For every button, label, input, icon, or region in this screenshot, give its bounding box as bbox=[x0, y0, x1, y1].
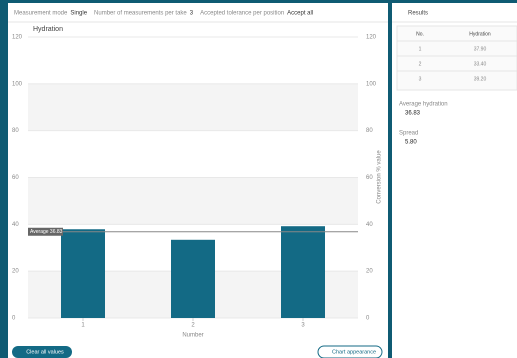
y2-tick-label: 40 bbox=[366, 222, 373, 228]
y2-tick-label: 60 bbox=[366, 175, 373, 181]
header-value: 3 bbox=[190, 11, 194, 17]
header-value: Accept all bbox=[287, 11, 313, 17]
results-title: Results bbox=[408, 11, 428, 17]
y-tick-label: 40 bbox=[12, 222, 19, 228]
y2-tick-label: 120 bbox=[366, 35, 377, 41]
grid-band bbox=[28, 177, 358, 225]
y-tick-label: 120 bbox=[12, 35, 23, 41]
header-label: Measurement mode bbox=[14, 11, 68, 17]
y-tick-label: 80 bbox=[12, 128, 19, 134]
x-tick-label: 3 bbox=[301, 323, 305, 329]
y-tick-label: 60 bbox=[12, 175, 19, 181]
bar bbox=[281, 226, 325, 318]
cell: 2 bbox=[419, 61, 422, 67]
average-label: Average hydration bbox=[399, 102, 448, 108]
average-value: 36.83 bbox=[405, 111, 421, 117]
results-rows: No. Hydration 1 37.90 2 33.40 3 39.20 bbox=[397, 31, 517, 82]
plot: 0 0 20 20 40 40 60 60 80 80 100 100 120 120 1 2 3 Average… bbox=[12, 35, 377, 329]
x-tick-label: 2 bbox=[191, 323, 195, 329]
y2-tick-label: 100 bbox=[366, 81, 377, 87]
cell: 1 bbox=[419, 46, 422, 52]
x-axis-label: Number bbox=[182, 333, 203, 339]
cell: 3 bbox=[419, 76, 422, 82]
y2-axis-label: Conversion % value bbox=[377, 150, 383, 204]
clear-button[interactable] bbox=[12, 346, 72, 358]
y-tick-label: 20 bbox=[12, 269, 19, 275]
y-tick-label: 0 bbox=[12, 316, 16, 322]
y-tick-label: 100 bbox=[12, 81, 23, 87]
y2-tick-label: 80 bbox=[366, 128, 373, 134]
spread-value: 5.80 bbox=[405, 140, 417, 146]
y2-tick-label: 0 bbox=[366, 316, 370, 322]
header-label: Number of measurements per take bbox=[94, 11, 187, 17]
cell: 33.40 bbox=[474, 61, 487, 67]
header-label: Accepted tolerance per position bbox=[200, 11, 284, 17]
cell: 39.20 bbox=[474, 76, 487, 82]
bar bbox=[171, 239, 215, 318]
cell: 37.90 bbox=[474, 46, 487, 52]
header-value: Single bbox=[70, 11, 87, 17]
chart-title: Hydration bbox=[33, 26, 63, 33]
appearance-button-label[interactable]: Chart appearance bbox=[332, 349, 376, 355]
column-header: No. bbox=[416, 31, 424, 37]
x-tick-label: 1 bbox=[81, 323, 85, 329]
spread-label: Spread bbox=[399, 131, 418, 137]
clear-button-label[interactable]: Clear all values bbox=[26, 349, 64, 355]
column-header: Hydration bbox=[469, 31, 491, 37]
header-bar: Measurement mode Single Number of measurem… bbox=[14, 11, 313, 17]
average-tag bbox=[28, 227, 63, 236]
appearance-button[interactable] bbox=[317, 345, 383, 358]
grid-band bbox=[28, 83, 358, 131]
y2-tick-label: 20 bbox=[366, 269, 373, 275]
average-label: Average 36.83 bbox=[30, 229, 63, 235]
bar bbox=[61, 229, 105, 318]
results-table bbox=[396, 25, 517, 91]
